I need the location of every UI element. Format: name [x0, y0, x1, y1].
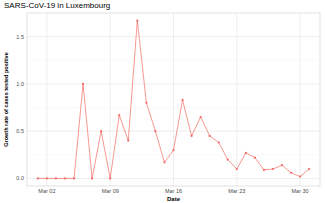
x-tick-label: Mar 23 — [228, 188, 245, 194]
title: SARS-CoV-19 in Luxembourg — [4, 1, 110, 10]
grid-line — [46, 13, 47, 186]
point — [200, 116, 202, 118]
point — [64, 177, 66, 179]
point — [172, 149, 174, 151]
x-tick-label: Mar 02 — [38, 188, 55, 194]
grid-line — [236, 13, 237, 186]
point — [290, 172, 292, 174]
y-tick-label: 0.5 — [16, 128, 24, 134]
grid-line — [110, 13, 111, 186]
grid-line — [300, 13, 301, 186]
point — [245, 152, 247, 154]
point — [37, 177, 39, 179]
grid-line — [173, 13, 174, 186]
point — [272, 168, 274, 170]
point — [308, 168, 310, 170]
point — [136, 19, 138, 21]
point — [254, 157, 256, 159]
point — [82, 83, 84, 85]
point — [299, 175, 301, 177]
x-tick-label: Mar 09 — [102, 188, 119, 194]
point — [154, 130, 156, 132]
y-axis-label: Growth rate of cases tested positive — [3, 52, 9, 146]
point — [227, 158, 229, 160]
point — [281, 164, 283, 166]
y-tick-label: 0.0 — [16, 175, 24, 181]
x-tick-label: Mar 16 — [165, 188, 182, 194]
point — [209, 135, 211, 137]
point — [100, 130, 102, 132]
point — [91, 177, 93, 179]
point — [236, 168, 238, 170]
point — [190, 135, 192, 137]
point — [145, 102, 147, 104]
point — [163, 161, 165, 163]
point — [46, 177, 48, 179]
point — [73, 177, 75, 179]
point — [55, 177, 57, 179]
y-tick-label: 1.5 — [16, 34, 24, 40]
point — [218, 141, 220, 143]
point — [109, 177, 111, 179]
line — [38, 21, 309, 179]
point — [263, 169, 265, 171]
point — [127, 140, 129, 142]
y-tick-label: 1.0 — [16, 81, 24, 87]
chart: 0.0 0.5 1.0 1.5 Mar 02 Mar 09 Mar 16 Mar 23 Mar … — [0, 0, 325, 203]
x-axis-label: Date — [167, 196, 181, 202]
plot-group — [37, 19, 310, 179]
panel — [27, 13, 320, 186]
point — [181, 99, 183, 101]
point — [118, 114, 120, 116]
x-tick-label: Mar 30 — [292, 188, 309, 194]
